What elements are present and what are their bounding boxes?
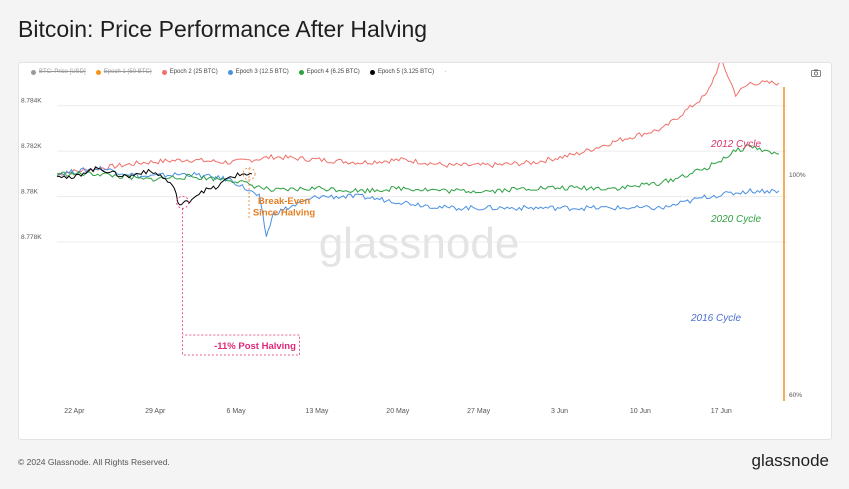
legend-item[interactable]: Epoch 2 (25 BTC) xyxy=(161,69,218,75)
x-tick-label: 20 May xyxy=(386,408,409,415)
page-title: Bitcoin: Price Performance After Halving xyxy=(18,16,428,42)
annotation-label: -11% Post Halving xyxy=(214,341,296,352)
annotation-label: 2012 Cycle xyxy=(710,139,761,150)
x-tick-label: 22 Apr xyxy=(64,408,85,415)
line-chart: 8.784K 8.782K 8.78K 8.778K 22 Apr 29 Apr 6 May… xyxy=(21,63,806,415)
x-tick-label: 10 Jun xyxy=(630,408,651,415)
x-tick-label: 27 May xyxy=(467,408,490,415)
series-line xyxy=(56,63,780,176)
drawdown-box xyxy=(182,208,300,356)
x-tick-label: 6 May xyxy=(227,408,247,415)
annotation-label: Since Halving xyxy=(253,208,315,219)
legend-item[interactable]: Epoch 3 (12.5 BTC) xyxy=(227,69,289,75)
legend-dot-icon xyxy=(227,69,233,75)
legend-label: Epoch 5 (3.125 BTC) xyxy=(377,69,435,75)
legend-item[interactable]: Epoch 1 (50 BTC) xyxy=(95,69,152,75)
y-tick-label: 8.782K xyxy=(21,143,42,150)
legend-item[interactable]: Epoch 5 (3.125 BTC) xyxy=(369,69,435,75)
x-tick-label: 17 Jun xyxy=(711,408,732,415)
legend-label: Epoch 4 (6.25 BTC) xyxy=(306,69,360,75)
series-line xyxy=(56,166,253,206)
drawdown-circle xyxy=(176,195,190,209)
breakeven-circle xyxy=(242,167,256,181)
legend-dot-icon xyxy=(298,69,304,75)
chart-card: BTC: Price [USD] Epoch 1 (50 BTC) Epoch 2 … xyxy=(18,62,832,440)
legend-label: Epoch 2 (25 BTC) xyxy=(169,69,218,75)
y-right-tick-label: 60% xyxy=(789,392,802,399)
x-tick-label: 29 Apr xyxy=(145,408,166,415)
chart-legend: BTC: Price [USD] Epoch 1 (50 BTC) Epoch 2 … xyxy=(31,69,446,75)
legend-dot-icon xyxy=(31,69,36,75)
y-tick-label: 8.784K xyxy=(21,98,42,105)
legend-dot-icon xyxy=(369,69,375,75)
legend-label: BTC: Price [USD] xyxy=(39,69,86,75)
brand-logo: glassnode xyxy=(751,451,829,470)
legend-label: Epoch 3 (12.5 BTC) xyxy=(235,69,289,75)
y-tick-label: 8.78K xyxy=(21,189,39,196)
annotation-label: 2016 Cycle xyxy=(690,313,741,324)
series-line xyxy=(56,144,780,195)
watermark: glassnode xyxy=(319,219,520,268)
copyright-footer: © 2024 Glassnode. All Rights Reserved. xyxy=(18,457,170,467)
annotation-label: Break-Even xyxy=(258,196,310,207)
camera-icon[interactable] xyxy=(811,69,821,77)
x-tick-label: 3 Jun xyxy=(551,408,568,415)
x-tick-label: 13 May xyxy=(305,408,328,415)
legend-label: Epoch 1 (50 BTC) xyxy=(103,69,152,75)
series-line xyxy=(56,165,780,237)
annotation-label: 2020 Cycle xyxy=(710,214,761,225)
legend-item[interactable]: BTC: Price [USD] xyxy=(31,69,86,75)
y-right-tick-label: 100% xyxy=(789,172,806,179)
legend-dot-icon xyxy=(95,69,101,75)
legend-dot-icon xyxy=(161,69,167,75)
y-tick-label: 8.778K xyxy=(21,234,42,241)
legend-extra: · xyxy=(444,69,447,75)
legend-item[interactable]: Epoch 4 (6.25 BTC) xyxy=(298,69,360,75)
